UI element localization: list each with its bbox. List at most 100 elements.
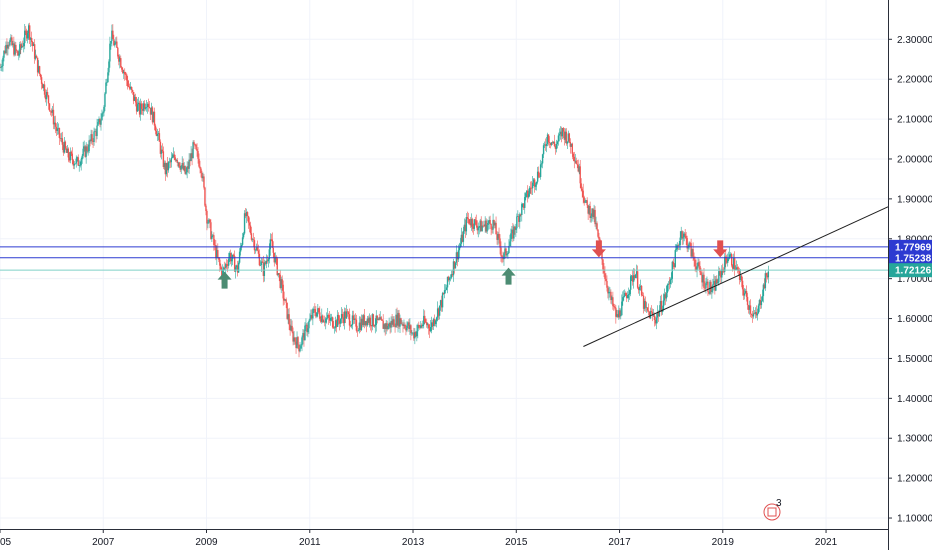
candle-body	[565, 131, 568, 144]
candle-body	[653, 315, 656, 320]
candle-body	[763, 284, 766, 289]
candle-body	[372, 314, 374, 326]
arrow-up-icon[interactable]	[501, 267, 516, 285]
candle-body	[438, 305, 441, 316]
candle-body	[742, 289, 745, 296]
candle-body	[62, 144, 65, 153]
candle-body	[150, 107, 153, 115]
arrow-up-icon[interactable]	[217, 271, 232, 289]
y-tick-label: 1.10000	[897, 514, 932, 525]
candle-body	[57, 127, 60, 129]
candle-body	[15, 44, 17, 51]
candle-body	[465, 217, 468, 232]
candle-body	[213, 235, 215, 246]
candle-body	[534, 184, 537, 187]
candle-body	[452, 261, 455, 276]
candle-body	[616, 314, 618, 317]
candle-body	[453, 261, 456, 269]
arrow-down-icon[interactable]	[713, 240, 728, 258]
candle-body	[731, 254, 733, 266]
candle-body	[199, 166, 201, 169]
candle-body	[246, 212, 249, 217]
candle-body	[108, 61, 110, 73]
arrow-down-icon[interactable]	[591, 240, 606, 258]
candle-body	[98, 118, 100, 123]
candle-body	[637, 287, 640, 291]
candle-body	[496, 234, 498, 240]
candle-body	[254, 249, 257, 251]
candle-body	[746, 296, 749, 306]
candle-body	[252, 239, 255, 241]
candle-body	[362, 315, 365, 326]
candle-body	[233, 256, 236, 272]
candle-body	[448, 277, 451, 281]
candle-body	[134, 96, 137, 103]
candle-body	[68, 157, 71, 161]
trendline[interactable]	[583, 206, 889, 347]
candle-body	[291, 325, 293, 332]
candle-body	[407, 322, 409, 326]
candle-body	[464, 224, 467, 232]
candle-body	[618, 310, 620, 318]
flag-badge[interactable]: 3	[763, 498, 782, 521]
candle-body	[430, 327, 432, 332]
candle-body	[604, 273, 606, 279]
candle-body	[152, 111, 155, 123]
candle-body	[622, 297, 624, 302]
candle-body	[212, 235, 214, 236]
candle-body	[462, 230, 465, 242]
candle-body	[33, 44, 36, 59]
candle-body	[244, 213, 247, 217]
candle-body	[256, 247, 259, 251]
candle-body	[23, 43, 25, 47]
candle-body	[295, 341, 297, 349]
candle-body	[588, 205, 590, 214]
candle-body	[402, 323, 404, 326]
candle-body	[305, 324, 307, 326]
candle-body	[596, 223, 598, 230]
candle-body	[549, 142, 552, 145]
candle-body	[181, 163, 183, 166]
candle-body	[724, 256, 726, 272]
candle-body	[310, 315, 312, 319]
candle-body	[417, 324, 419, 332]
price-axis[interactable]: 2.30000 2.20000 2.10000 2.00000 1.90000 1.800…	[888, 35, 932, 525]
candle-body	[662, 300, 665, 310]
candle-body	[458, 247, 461, 251]
candle-body	[84, 146, 86, 157]
candle-body	[131, 90, 134, 92]
candle-body	[366, 318, 369, 326]
candle-body	[414, 332, 416, 339]
candle-body	[243, 213, 246, 234]
candle-body	[325, 318, 327, 323]
candle-body	[333, 327, 336, 329]
candle-body	[139, 103, 142, 115]
candle-body	[306, 324, 308, 333]
candle-body	[47, 95, 50, 104]
candle-body	[729, 254, 731, 259]
candle-body	[283, 298, 285, 301]
candle-body	[681, 231, 683, 239]
candle-body	[368, 317, 371, 323]
candle-body	[592, 208, 594, 218]
time-axis[interactable]: 2005 2007 2009 2011 2013 2015 2017 2019 2021	[0, 529, 838, 548]
candle-body	[508, 246, 510, 253]
candle-body	[154, 125, 157, 132]
candle-body	[476, 225, 478, 231]
candle-body	[584, 201, 586, 203]
candle-body	[500, 247, 502, 256]
candle-body	[319, 312, 321, 319]
candle-body	[389, 322, 391, 328]
candle-body	[316, 312, 318, 317]
candle-body	[709, 281, 711, 294]
candle-body	[258, 253, 261, 266]
y-tick-label: 1.90000	[897, 194, 932, 205]
candle-body	[668, 283, 671, 285]
candle-body	[140, 103, 143, 109]
candle-body	[403, 324, 405, 326]
candle-body	[182, 163, 184, 170]
candle-body	[731, 265, 734, 269]
candle-body	[394, 326, 396, 328]
